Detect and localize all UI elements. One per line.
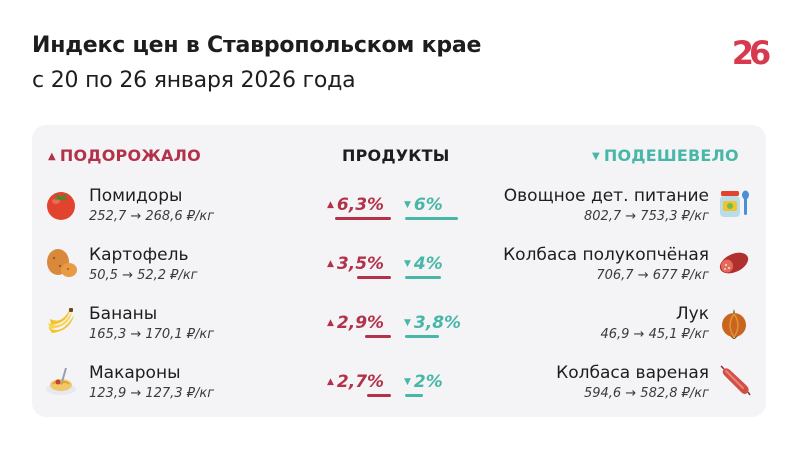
- item-price: 594,6 → 582,8 ₽/кг: [583, 386, 709, 401]
- page-title: Индекс цен в Ставропольском крае: [32, 33, 482, 58]
- item-name: Колбаса полукопчёная: [503, 245, 709, 265]
- item-name: Бананы: [89, 304, 158, 324]
- increase-bar: [367, 394, 391, 397]
- decrease-percent: ▼ 6%: [404, 195, 443, 215]
- item-price: 165,3 → 170,1 ₽/кг: [89, 327, 215, 342]
- decrease-bar: [405, 335, 439, 338]
- increase-percent-value: 2,7%: [336, 372, 385, 392]
- increase-percent-value: 2,9%: [336, 313, 385, 333]
- decrease-bar: [405, 276, 441, 279]
- banana-icon: [48, 308, 74, 333]
- triangle-down-icon: ▼: [404, 377, 411, 387]
- decrease-percent: ▼ 3,8%: [404, 313, 461, 333]
- item-price: 252,7 → 268,6 ₽/кг: [89, 209, 215, 224]
- column-header-products: ПРОДУКТЫ: [342, 146, 450, 165]
- triangle-down-icon: ▼: [404, 200, 411, 210]
- increase-bar: [357, 276, 391, 279]
- price-index-card: [32, 125, 766, 417]
- page-subtitle: с 20 по 26 января 2026 года: [32, 68, 356, 93]
- item-name: Картофель: [89, 245, 189, 265]
- potato-icon: [47, 249, 77, 277]
- column-header-down: ▼ ПОДЕШЕВЕЛО: [592, 146, 739, 165]
- decrease-percent-value: 2%: [413, 372, 443, 392]
- increase-percent: ▲ 6,3%: [327, 195, 384, 215]
- tomato-icon: [47, 192, 75, 220]
- item-price: 706,7 → 677 ₽/кг: [596, 268, 709, 283]
- increase-percent-value: 6,3%: [336, 195, 385, 215]
- decrease-percent: ▼ 4%: [404, 254, 443, 274]
- column-header-down-label: ПОДЕШЕВЕЛО: [603, 146, 739, 165]
- decrease-percent-value: 3,8%: [413, 313, 462, 333]
- boiled-sausage-icon: [720, 365, 751, 396]
- baby-food-jar-icon: [720, 190, 749, 217]
- increase-percent: ▲ 2,7%: [327, 372, 384, 392]
- item-price: 50,5 → 52,2 ₽/кг: [89, 268, 198, 283]
- logo-text: 26: [732, 34, 770, 71]
- increase-bar: [335, 217, 391, 220]
- decrease-bar: [405, 394, 423, 397]
- triangle-up-icon: ▲: [327, 200, 334, 210]
- decrease-percent-value: 4%: [413, 254, 443, 274]
- triangle-up-icon: ▲: [327, 318, 334, 328]
- smoked-sausage-icon: [719, 252, 749, 274]
- increase-percent-value: 3,5%: [336, 254, 385, 274]
- item-name: Помидоры: [89, 186, 183, 206]
- logo-26-icon: 26: [732, 34, 770, 71]
- item-name: Овощное дет. питание: [503, 186, 709, 206]
- pasta-icon: [46, 367, 76, 395]
- item-price: 46,9 → 45,1 ₽/кг: [600, 327, 709, 342]
- item-name: Лук: [675, 304, 709, 324]
- increase-percent: ▲ 2,9%: [327, 313, 384, 333]
- triangle-up-icon: ▲: [48, 151, 56, 162]
- onion-icon: [722, 309, 746, 339]
- triangle-down-icon: ▼: [404, 259, 411, 269]
- column-header-up-label: ПОДОРОЖАЛО: [59, 146, 201, 165]
- item-price: 123,9 → 127,3 ₽/кг: [89, 386, 215, 401]
- item-name: Макароны: [89, 363, 181, 383]
- column-header-up: ▲ ПОДОРОЖАЛО: [48, 146, 201, 165]
- decrease-percent-value: 6%: [413, 195, 443, 215]
- triangle-up-icon: ▲: [327, 259, 334, 269]
- decrease-percent: ▼ 2%: [404, 372, 443, 392]
- triangle-down-icon: ▼: [404, 318, 411, 328]
- triangle-up-icon: ▲: [327, 377, 334, 387]
- decrease-bar: [405, 217, 458, 220]
- increase-bar: [365, 335, 391, 338]
- item-name: Колбаса вареная: [556, 363, 709, 383]
- increase-percent: ▲ 3,5%: [327, 254, 384, 274]
- triangle-down-icon: ▼: [592, 151, 600, 162]
- item-price: 802,7 → 753,3 ₽/кг: [583, 209, 709, 224]
